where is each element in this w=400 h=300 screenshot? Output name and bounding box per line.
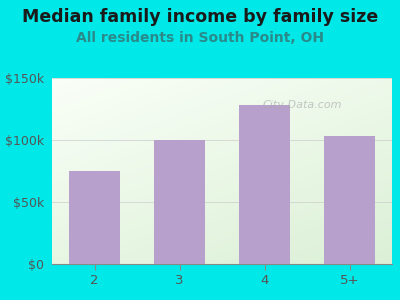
Text: All residents in South Point, OH: All residents in South Point, OH <box>76 32 324 46</box>
Bar <box>239 105 290 264</box>
Text: City-Data.com: City-Data.com <box>263 100 342 110</box>
Text: Median family income by family size: Median family income by family size <box>22 8 378 26</box>
Bar <box>69 171 120 264</box>
Bar <box>324 136 375 264</box>
Bar <box>154 140 205 264</box>
